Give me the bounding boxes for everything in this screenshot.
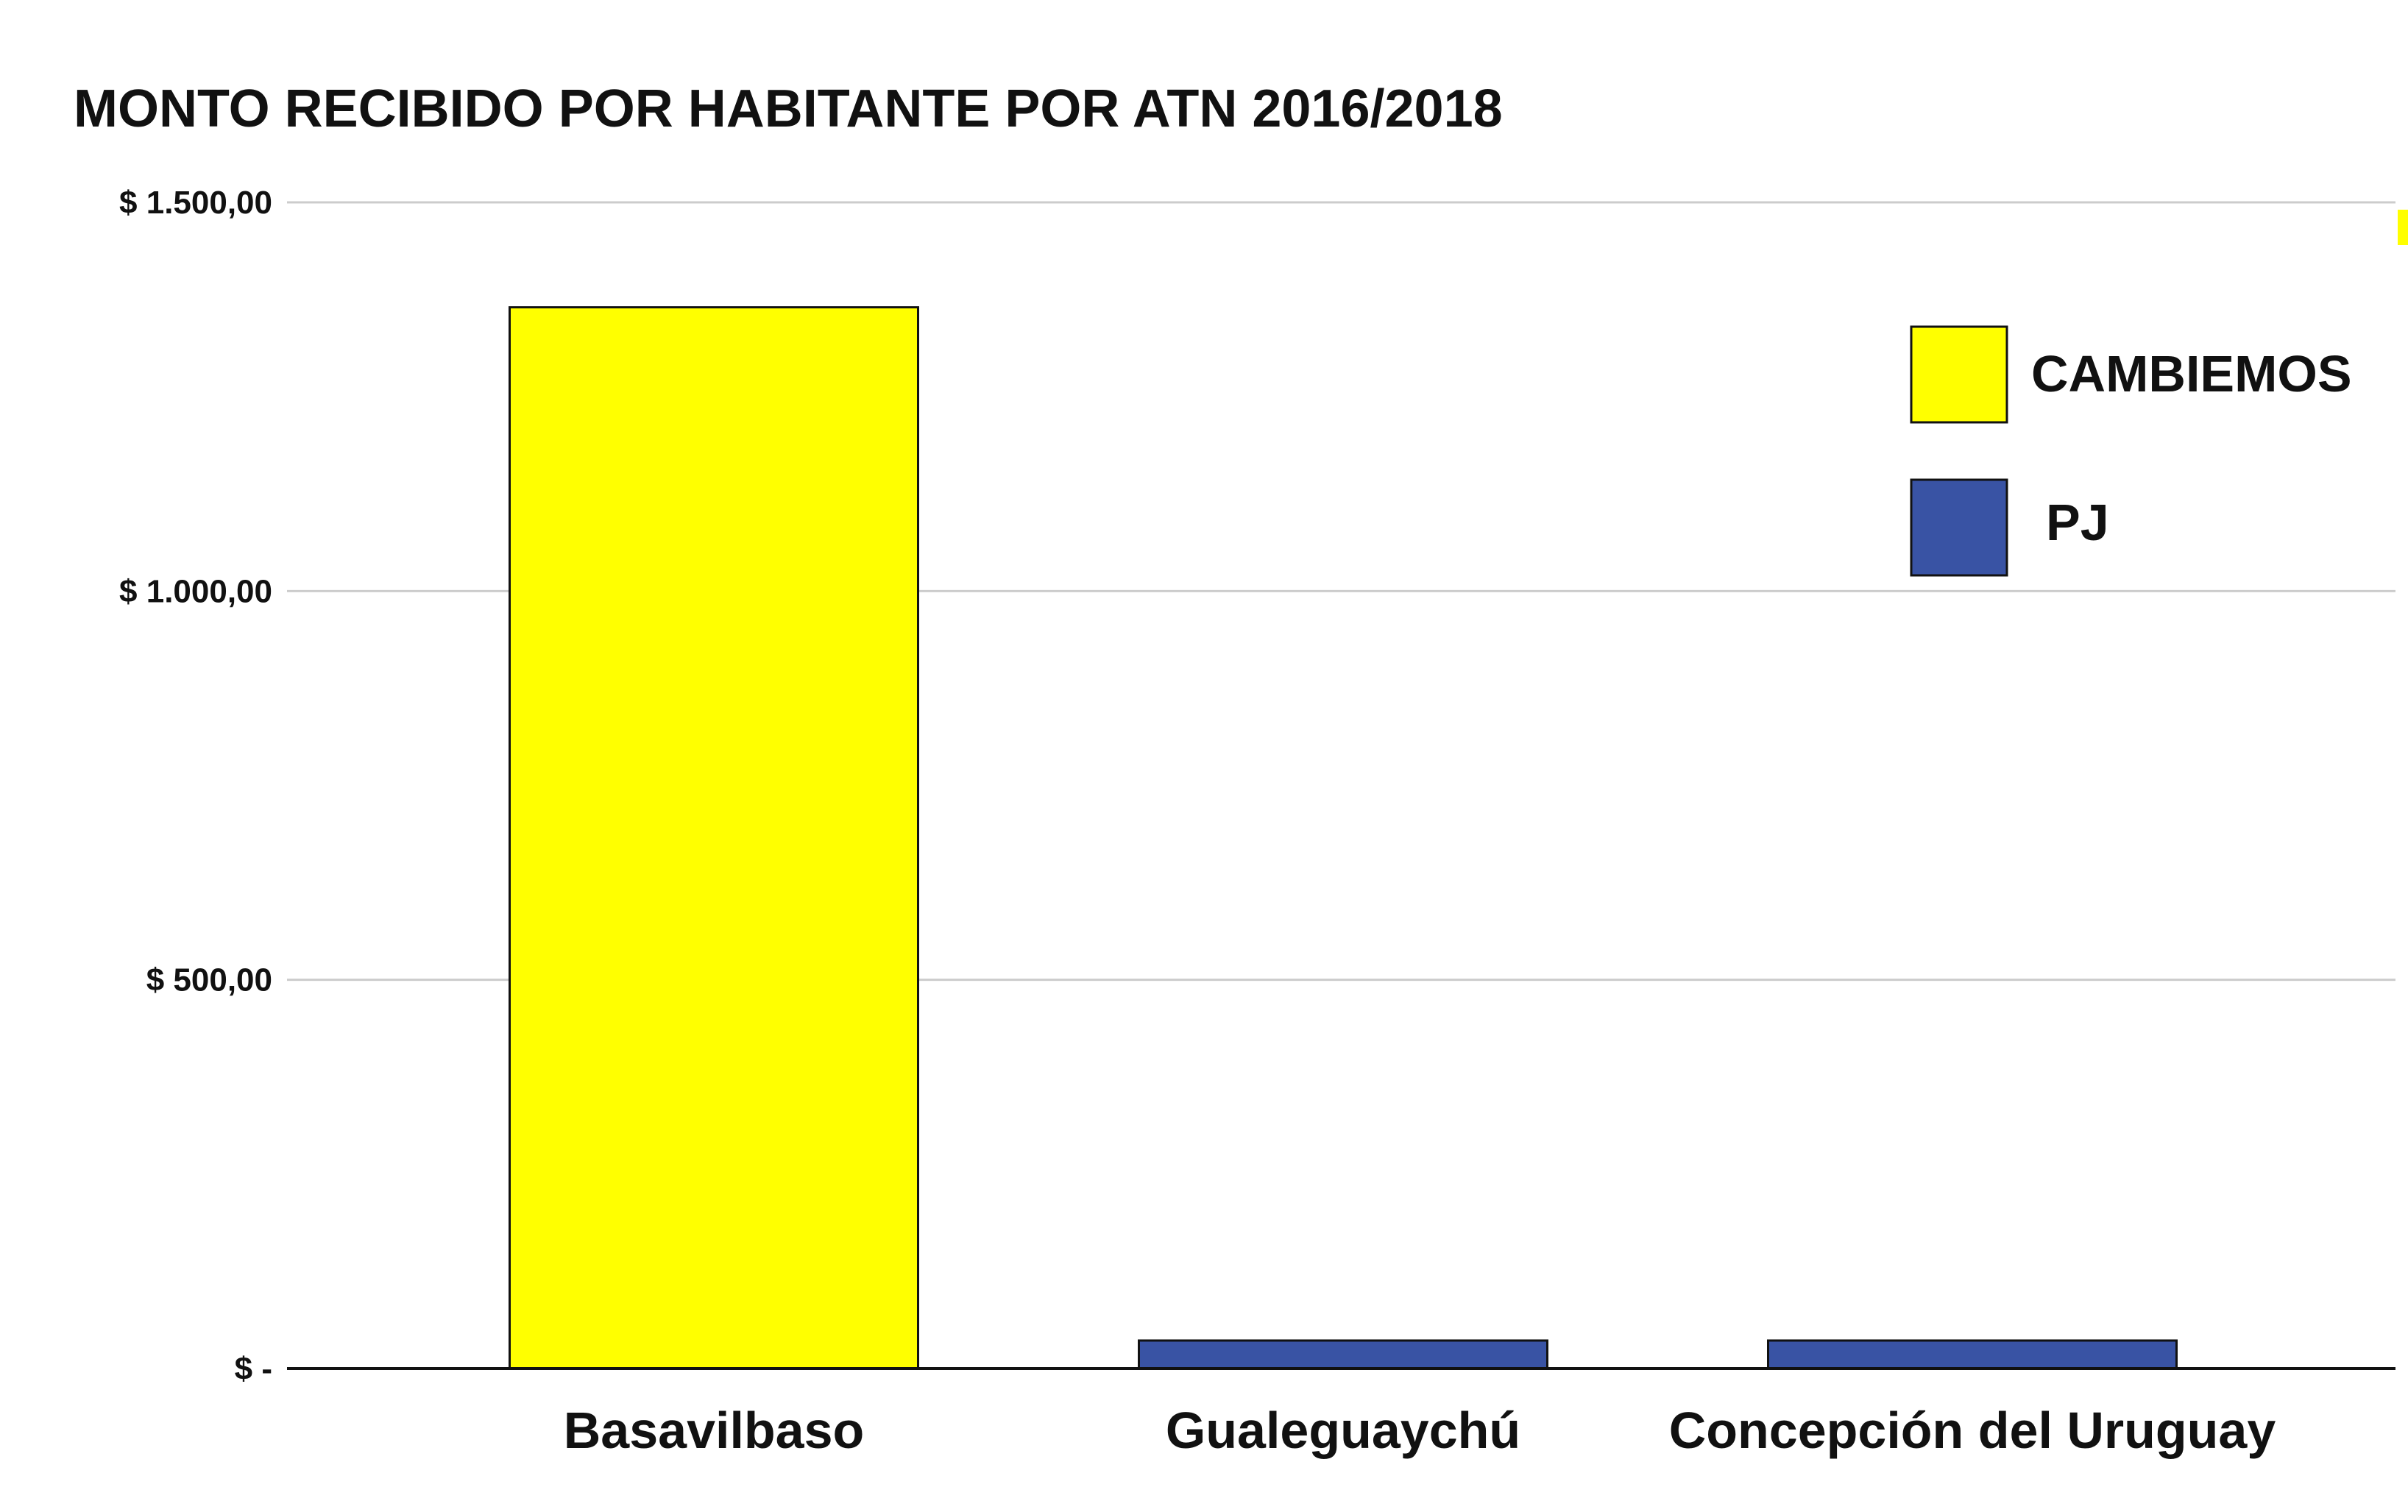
edge-marker	[2398, 210, 2408, 245]
x-tick-label: Basavilbaso	[564, 1402, 865, 1459]
legend-label: PJ	[2046, 494, 2109, 551]
y-tick-label: $ 1.500,00	[119, 185, 272, 221]
y-tick-labels: $ - $ 500,00 $ 1.000,00 $ 1.500,00	[119, 185, 272, 1387]
bar-3	[1767, 1339, 2178, 1370]
x-tick-labels: Basavilbaso Gualeguaychú Concepción del Ur…	[564, 1402, 2276, 1459]
chart-title: MONTO RECIBIDO POR HABITANTE POR ATN 201…	[74, 79, 1503, 138]
y-tick-label: $ -	[235, 1351, 272, 1387]
legend-swatch	[1910, 478, 2008, 577]
legend-label: CAMBIEMOS	[2031, 345, 2352, 402]
y-tick-label: $ 1.000,00	[119, 573, 272, 609]
legend-swatch	[1910, 325, 2008, 424]
x-tick-label: Concepción del Uruguay	[1669, 1402, 2276, 1459]
bar-1	[509, 306, 919, 1370]
x-tick-label: Gualeguaychú	[1166, 1402, 1520, 1459]
bar-2	[1138, 1339, 1548, 1370]
bars	[509, 306, 2178, 1370]
y-tick-label: $ 500,00	[146, 962, 272, 998]
legend: CAMBIEMOS PJ	[1910, 325, 2352, 577]
